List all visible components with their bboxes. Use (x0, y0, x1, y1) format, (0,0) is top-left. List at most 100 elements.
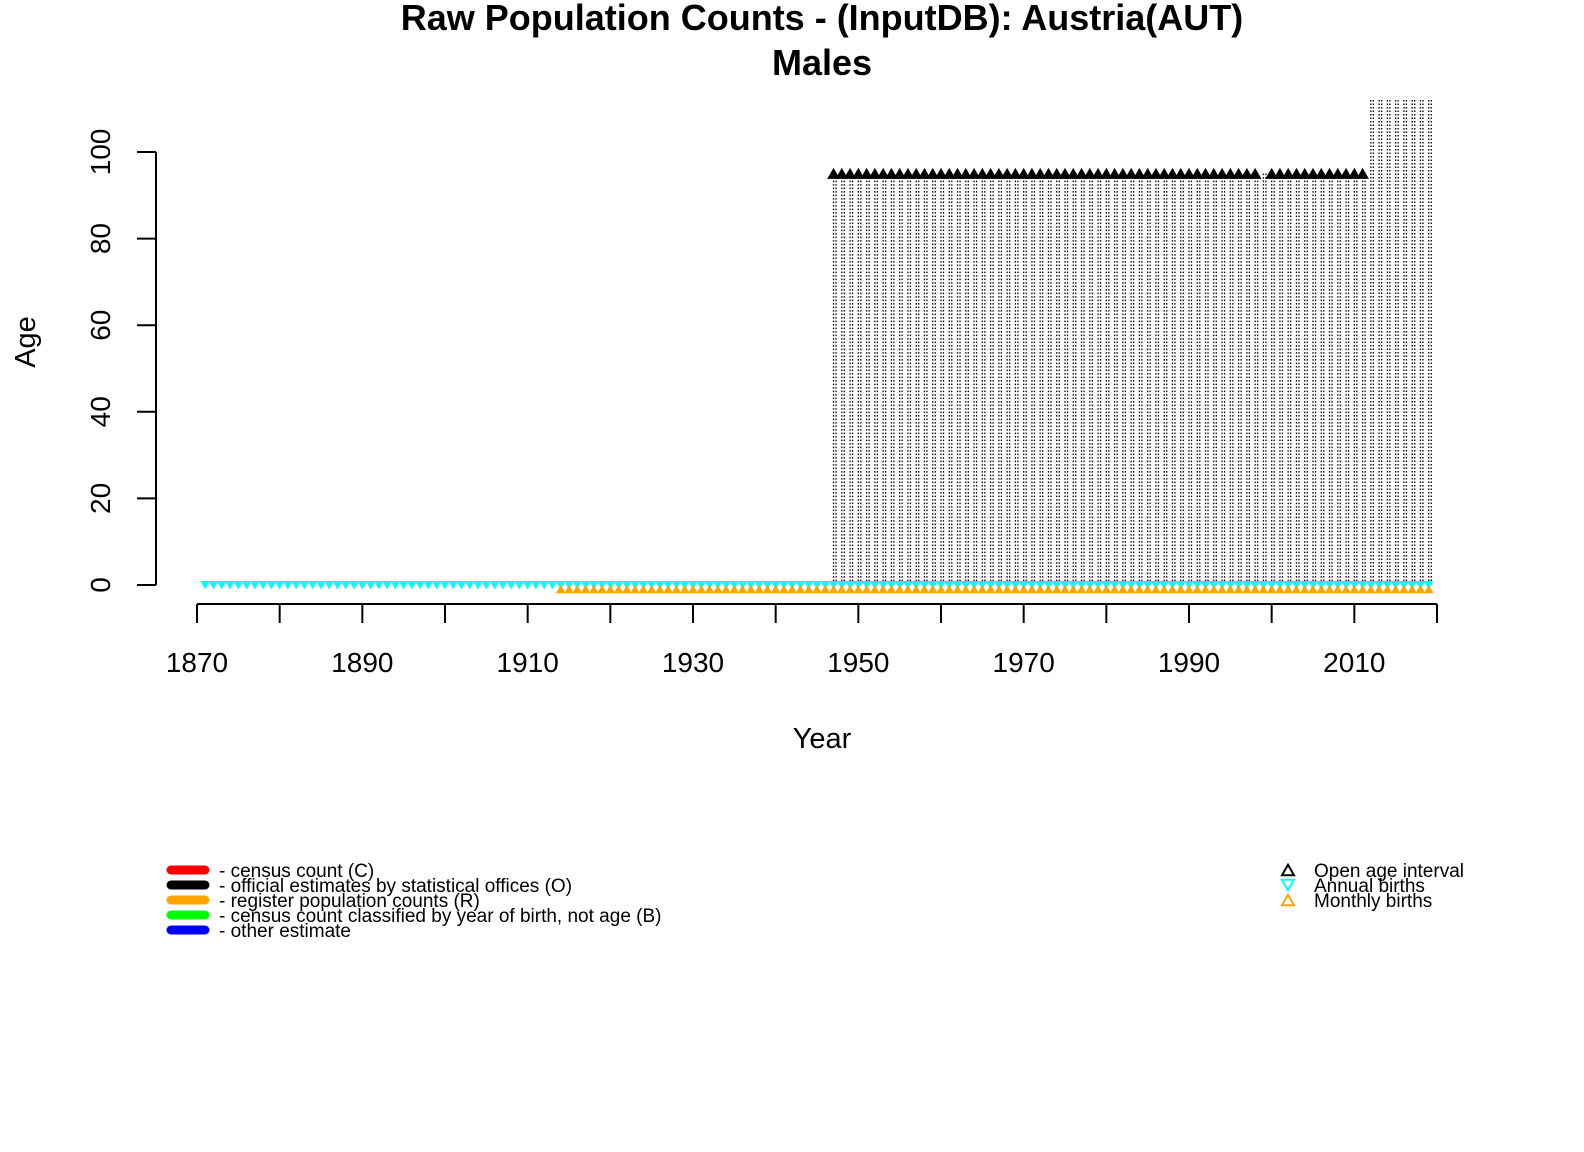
annual-births-point (464, 581, 475, 590)
open-age-point (827, 167, 840, 179)
monthly-births-point (795, 584, 806, 594)
monthly-births-point (1175, 584, 1186, 594)
annual-births-point (514, 581, 525, 590)
monthly-births-point (1225, 584, 1236, 594)
open-age-point (901, 167, 915, 179)
monthly-births-point (779, 584, 789, 594)
y-tick-label: 100 (85, 129, 116, 176)
monthly-births-point (605, 584, 616, 594)
annual-births-point (340, 581, 351, 590)
open-age-point (1017, 167, 1031, 179)
monthly-births-point (969, 584, 979, 594)
open-age-point (1116, 167, 1130, 179)
monthly-births-point (894, 584, 905, 594)
x-tick-label: 1950 (827, 647, 889, 678)
open-age-point (926, 167, 940, 179)
monthly-births-point (936, 584, 946, 594)
monthly-births-point (597, 584, 607, 594)
monthly-births-point (1142, 584, 1153, 594)
monthly-births-point (646, 584, 657, 594)
annual-births-point (374, 581, 384, 590)
monthly-births-point (1027, 584, 1037, 594)
open-age-point (1033, 167, 1047, 179)
y-tick-label: 20 (85, 483, 116, 514)
monthly-births-point (1341, 584, 1351, 594)
monthly-births-point (1159, 584, 1170, 594)
legend-label: Open age interval (1314, 861, 1464, 882)
open-age-point (1091, 167, 1105, 179)
monthly-births-point (1316, 584, 1327, 594)
open-age-point (1124, 167, 1138, 179)
open-age-point (975, 167, 989, 179)
legend-label: - official estimates by statistical offi… (219, 876, 572, 897)
monthly-births-point (1192, 584, 1203, 594)
monthly-births-point (1101, 584, 1112, 594)
annual-births-point (324, 581, 335, 590)
annual-births-point (390, 581, 401, 590)
x-tick-label: 1910 (497, 647, 559, 678)
annual-births-point (283, 581, 293, 590)
annual-births-point (473, 581, 483, 590)
monthly-births-point (737, 584, 748, 594)
open-age-point (1050, 167, 1064, 179)
monthly-births-point (985, 584, 996, 594)
monthly-births-point (1134, 584, 1145, 594)
open-age-point (876, 167, 890, 179)
open-age-point (1174, 167, 1188, 179)
monthly-births-point (1407, 584, 1418, 594)
open-age-point (1190, 167, 1204, 179)
open-age-point (843, 167, 857, 179)
monthly-births-point (1060, 584, 1070, 594)
monthly-births-point (1324, 584, 1335, 594)
annual-births-point (299, 581, 310, 590)
x-tick-label: 1890 (331, 647, 393, 678)
x-tick-label: 2010 (1323, 647, 1385, 678)
open-age-point (1009, 167, 1022, 179)
x-axis-label: Year (793, 723, 852, 755)
monthly-births-point (1118, 584, 1128, 594)
legend-label: - register population counts (R) (219, 891, 480, 912)
monthly-births-point (729, 584, 740, 594)
open-age-point (1298, 167, 1312, 179)
y-tick-label: 0 (85, 577, 116, 593)
annual-births-point (208, 581, 219, 590)
monthly-births-point (770, 584, 781, 594)
annual-births-point (250, 581, 260, 590)
open-age-point (1066, 167, 1080, 179)
open-age-point (1058, 167, 1072, 179)
monthly-births-point (1208, 584, 1219, 594)
annual-births-point (539, 581, 550, 590)
monthly-births-point (1250, 584, 1260, 594)
annual-births-point (225, 581, 235, 590)
monthly-births-point (1275, 584, 1285, 594)
open-age-point (1248, 167, 1262, 179)
annual-births-point (216, 581, 227, 590)
legend-label: - census count classified by year of bir… (219, 906, 662, 927)
monthly-births-point (1291, 584, 1302, 594)
monthly-births-point (1415, 584, 1426, 594)
open-age-point (1273, 167, 1287, 179)
monthly-births-point (977, 584, 988, 594)
monthly-births-point (1051, 584, 1062, 594)
monthly-births-point (1076, 584, 1087, 594)
open-age-point (1108, 167, 1121, 179)
y-axis-label: Age (10, 316, 42, 368)
monthly-births-point (638, 584, 649, 594)
monthly-births-point (927, 584, 938, 594)
monthly-births-point (1308, 584, 1318, 594)
monthly-births-point (679, 584, 690, 594)
monthly-births-point (671, 584, 682, 594)
legend-label: - census count (C) (219, 861, 374, 882)
monthly-births-point (746, 584, 756, 594)
y-tick-label: 80 (85, 223, 116, 254)
monthly-births-point (712, 584, 723, 594)
monthly-births-point (1423, 584, 1434, 594)
open-age-point (1339, 167, 1353, 179)
legend-label: Annual births (1314, 876, 1425, 897)
open-age-point (885, 167, 898, 179)
monthly-births-point (803, 584, 814, 594)
monthly-births-point (1109, 584, 1120, 594)
monthly-births-point (1126, 584, 1136, 594)
monthly-births-point (1357, 584, 1368, 594)
